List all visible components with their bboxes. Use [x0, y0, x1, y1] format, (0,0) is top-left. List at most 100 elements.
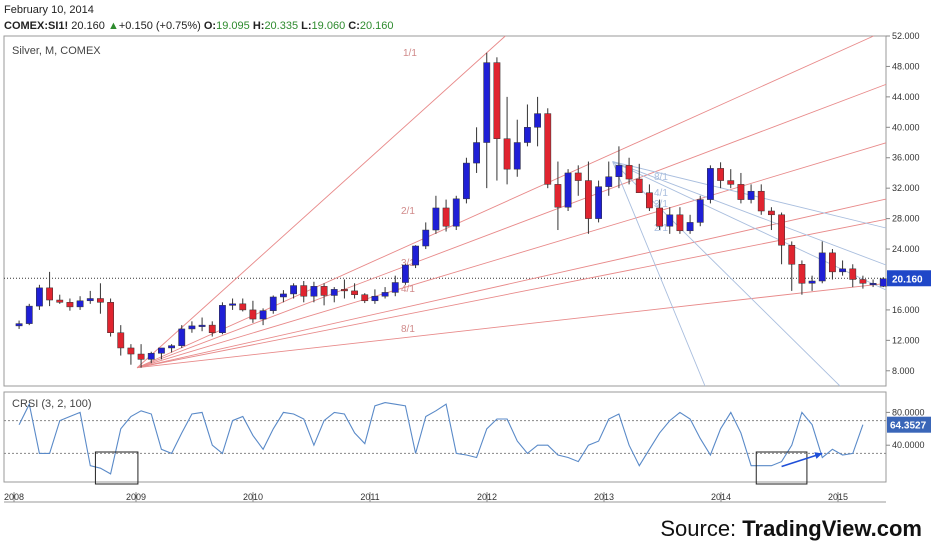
candle-body[interactable] [737, 184, 745, 200]
divergence-box [94, 451, 139, 485]
candle-body[interactable] [178, 328, 186, 346]
candle-body[interactable] [768, 210, 775, 216]
candle-body[interactable] [198, 324, 206, 327]
candle-body[interactable] [656, 207, 663, 227]
candle-body[interactable] [381, 292, 389, 297]
candle-body[interactable] [564, 172, 572, 208]
candle-body[interactable] [402, 264, 409, 283]
candle-body[interactable] [117, 332, 125, 349]
candle-body[interactable] [15, 323, 23, 327]
candle-body[interactable] [463, 162, 470, 200]
candle-body[interactable] [534, 113, 541, 128]
open-value: 19.095 [216, 20, 250, 32]
candle-body[interactable] [849, 268, 857, 280]
candle-body[interactable] [269, 296, 277, 311]
candle-body[interactable] [686, 222, 694, 232]
candle-body[interactable] [107, 302, 114, 333]
candle-body[interactable] [76, 300, 84, 308]
candle-body[interactable] [473, 142, 480, 164]
candle-body[interactable] [147, 353, 155, 360]
candle-body[interactable] [229, 303, 236, 306]
candle-body[interactable] [239, 303, 247, 311]
candle-body[interactable] [452, 198, 460, 227]
candle-body[interactable] [778, 214, 785, 246]
candle-body[interactable] [310, 286, 318, 297]
candle-body[interactable] [219, 305, 226, 333]
candle-body[interactable] [524, 127, 531, 143]
candle-body[interactable] [137, 353, 145, 360]
fan-line-red [136, 83, 887, 369]
candle-body[interactable] [635, 178, 643, 193]
candle-body[interactable] [707, 168, 714, 200]
fan-label-blue: 4/1 [654, 188, 668, 199]
candle-body[interactable] [25, 305, 33, 324]
candle-body[interactable] [493, 62, 501, 139]
candle-body[interactable] [341, 289, 348, 292]
fan-label-blue: 8/1 [654, 172, 668, 183]
candle-body[interactable] [412, 245, 419, 266]
candle-body[interactable] [727, 180, 735, 185]
candle-body[interactable] [188, 325, 196, 330]
candle-body[interactable] [829, 252, 836, 273]
symbol-label[interactable]: COMEX:SI1! [4, 20, 69, 32]
candle-body[interactable] [320, 286, 328, 296]
candle-body[interactable] [625, 165, 633, 180]
candle-body[interactable] [361, 294, 369, 302]
candle-body[interactable] [97, 298, 104, 303]
candle-body[interactable] [432, 207, 440, 231]
high-value: 20.335 [264, 20, 299, 32]
candle-body[interactable] [666, 214, 674, 227]
candle-body[interactable] [879, 278, 887, 287]
candle-body[interactable] [798, 264, 806, 284]
candle-body[interactable] [66, 302, 74, 308]
candle-body[interactable] [839, 268, 846, 273]
candle-body[interactable] [676, 214, 684, 232]
candle-body[interactable] [513, 142, 521, 170]
candle-body[interactable] [300, 285, 308, 297]
candle-body[interactable] [371, 295, 379, 302]
candle-body[interactable] [280, 293, 287, 298]
crsi-value-badge [887, 416, 931, 433]
candle-body[interactable] [808, 280, 816, 284]
candle-body[interactable] [259, 310, 267, 320]
candle-body[interactable] [351, 290, 358, 295]
candle-body[interactable] [818, 252, 826, 282]
candle-body[interactable] [574, 172, 582, 181]
candle-body[interactable] [86, 298, 94, 302]
candle-body[interactable] [615, 165, 623, 178]
price-tick-label: 44.000 [892, 92, 920, 102]
candle-body[interactable] [595, 186, 602, 219]
candle-body[interactable] [747, 190, 755, 200]
candle-body[interactable] [168, 345, 175, 349]
candle-body[interactable] [422, 229, 430, 247]
candle-body[interactable] [646, 192, 653, 209]
candles[interactable] [15, 52, 887, 368]
candle-body[interactable] [554, 184, 562, 208]
candle-body[interactable] [442, 207, 450, 227]
candle-body[interactable] [503, 138, 511, 170]
fan-label-blue: 3/1 [654, 199, 668, 210]
candle-body[interactable] [330, 289, 338, 296]
candle-body[interactable] [36, 287, 43, 307]
candle-body[interactable] [717, 168, 724, 181]
candle-body[interactable] [290, 285, 297, 295]
candle-body[interactable] [208, 324, 216, 333]
candle-body[interactable] [249, 309, 257, 320]
candle-body[interactable] [483, 62, 491, 143]
candle-body[interactable] [869, 283, 877, 286]
candle-body[interactable] [696, 199, 704, 223]
candle-body[interactable] [56, 299, 64, 303]
candle-body[interactable] [158, 347, 165, 354]
candle-body[interactable] [391, 282, 399, 293]
candle-body[interactable] [859, 279, 867, 284]
divergence-box [755, 451, 808, 485]
time-tick-label: 2010 [243, 492, 263, 502]
candle-body[interactable] [544, 113, 552, 185]
candle-body[interactable] [757, 190, 765, 212]
candle-body[interactable] [127, 347, 135, 355]
candle-body[interactable] [585, 180, 592, 219]
candle-body[interactable] [46, 287, 53, 301]
candle-body[interactable] [605, 176, 613, 187]
candle-body[interactable] [788, 244, 796, 265]
